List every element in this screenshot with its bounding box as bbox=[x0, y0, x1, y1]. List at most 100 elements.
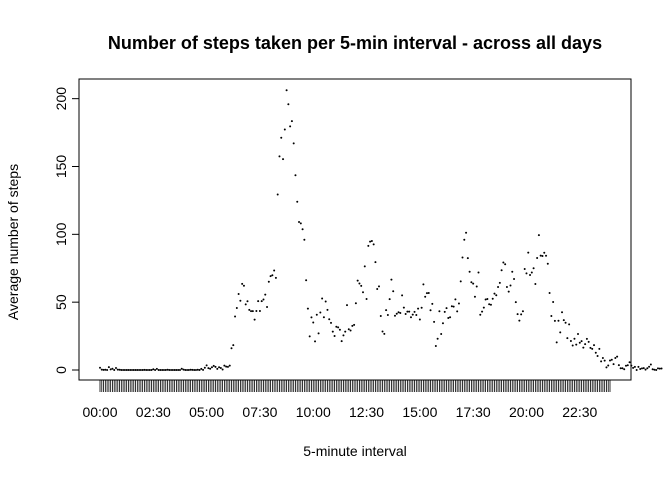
data-point bbox=[219, 366, 222, 369]
data-point bbox=[150, 369, 153, 371]
x-tick-label: 17:30 bbox=[456, 404, 491, 420]
data-point bbox=[194, 369, 197, 371]
data-point bbox=[294, 174, 297, 177]
data-point bbox=[429, 309, 432, 312]
data-point bbox=[218, 366, 221, 369]
data-point bbox=[230, 347, 233, 350]
data-point bbox=[609, 359, 611, 362]
data-point bbox=[330, 321, 333, 324]
data-point bbox=[600, 360, 603, 363]
data-point bbox=[569, 339, 572, 342]
data-point bbox=[642, 367, 645, 370]
data-point bbox=[113, 369, 116, 371]
data-point bbox=[488, 303, 491, 306]
data-point bbox=[362, 291, 364, 294]
data-point bbox=[278, 155, 281, 158]
data-point bbox=[155, 367, 158, 370]
data-point bbox=[173, 369, 176, 371]
data-point bbox=[402, 306, 405, 309]
data-point bbox=[500, 269, 503, 272]
data-point bbox=[417, 307, 420, 310]
data-point bbox=[161, 369, 164, 371]
data-point bbox=[404, 312, 407, 315]
data-point bbox=[248, 308, 251, 311]
data-point bbox=[338, 328, 341, 331]
data-point bbox=[454, 298, 457, 301]
data-point bbox=[285, 89, 288, 92]
x-axis: 00:00 02:30 05:00 07:30 10:00 12:30 15:00 17:30… bbox=[82, 380, 611, 420]
data-point bbox=[292, 142, 295, 145]
data-point bbox=[178, 369, 181, 371]
data-point bbox=[209, 367, 212, 370]
data-point bbox=[520, 313, 523, 316]
data-point bbox=[472, 282, 475, 285]
data-point bbox=[450, 305, 453, 308]
data-point bbox=[420, 306, 423, 309]
data-point bbox=[481, 310, 484, 313]
data-point bbox=[601, 357, 604, 360]
data-point bbox=[232, 344, 235, 347]
data-point bbox=[639, 368, 642, 371]
data-point bbox=[409, 316, 412, 319]
data-point bbox=[477, 271, 480, 274]
data-point bbox=[257, 300, 260, 303]
data-point bbox=[578, 341, 581, 344]
data-point bbox=[203, 366, 206, 369]
data-point bbox=[223, 364, 226, 367]
x-tick-label: 20:00 bbox=[509, 404, 544, 420]
data-point bbox=[322, 316, 325, 319]
data-point bbox=[546, 262, 549, 265]
data-point bbox=[502, 261, 505, 264]
data-point bbox=[191, 368, 194, 371]
data-point bbox=[422, 283, 425, 286]
data-point bbox=[505, 285, 508, 288]
data-point bbox=[184, 369, 187, 371]
data-point bbox=[221, 368, 224, 371]
data-point bbox=[200, 367, 203, 370]
data-point bbox=[210, 366, 213, 369]
data-point bbox=[102, 368, 105, 371]
data-point bbox=[216, 367, 219, 370]
data-point bbox=[157, 369, 160, 371]
data-point bbox=[406, 310, 409, 313]
data-point bbox=[630, 364, 633, 367]
data-point bbox=[463, 238, 466, 241]
data-point bbox=[543, 251, 546, 254]
data-point bbox=[370, 239, 373, 242]
data-point bbox=[381, 330, 384, 333]
data-point bbox=[623, 368, 626, 371]
data-point bbox=[321, 297, 324, 300]
data-point bbox=[605, 366, 608, 369]
data-point bbox=[585, 337, 588, 340]
data-point bbox=[125, 369, 128, 371]
data-point bbox=[427, 291, 430, 294]
data-point bbox=[145, 369, 148, 371]
data-point bbox=[646, 367, 649, 370]
data-point bbox=[479, 313, 482, 316]
data-point bbox=[648, 365, 651, 368]
data-point bbox=[205, 364, 208, 367]
data-point bbox=[148, 369, 151, 371]
data-point bbox=[314, 340, 317, 343]
data-point bbox=[413, 310, 416, 313]
data-point bbox=[237, 293, 240, 296]
data-point bbox=[424, 295, 427, 298]
data-point bbox=[656, 367, 659, 370]
data-point bbox=[315, 313, 318, 316]
data-point bbox=[333, 334, 336, 337]
data-point bbox=[484, 298, 487, 301]
data-point bbox=[466, 257, 469, 260]
data-point bbox=[632, 366, 635, 369]
data-point bbox=[317, 332, 320, 335]
data-point bbox=[139, 369, 142, 371]
data-point bbox=[303, 238, 306, 241]
data-point bbox=[226, 365, 229, 368]
data-point bbox=[262, 298, 265, 301]
data-point bbox=[447, 317, 450, 320]
data-point bbox=[274, 276, 277, 279]
data-point bbox=[594, 351, 597, 354]
data-point bbox=[497, 285, 500, 288]
data-point bbox=[491, 297, 494, 300]
x-tick-label: 22:30 bbox=[562, 404, 597, 420]
